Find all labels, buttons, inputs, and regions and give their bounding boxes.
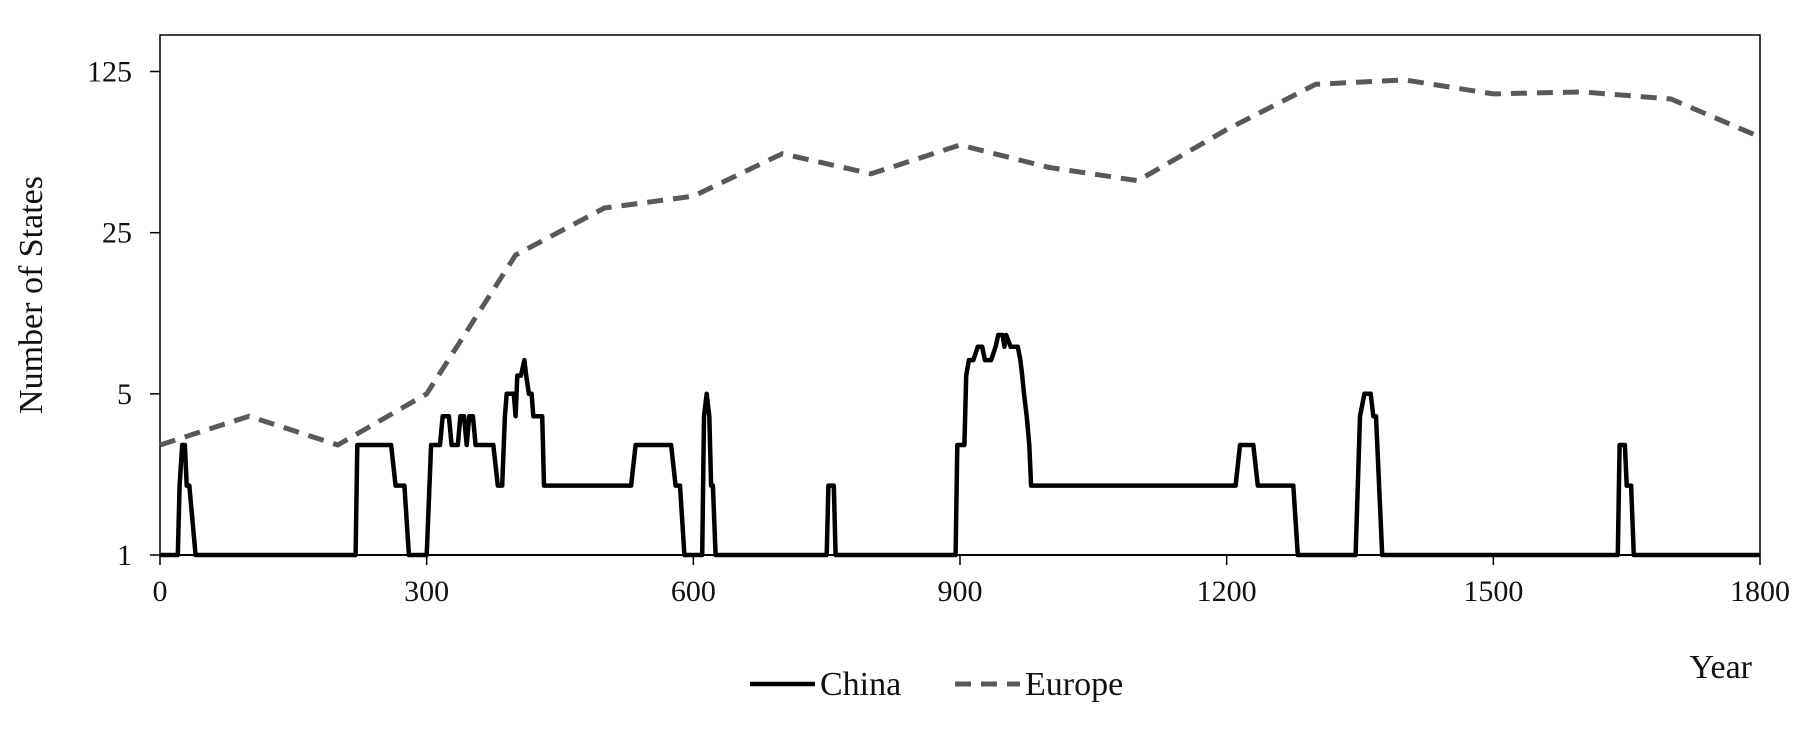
x-axis-ticks: 0 300 600 900 1200 1500 1800: [153, 555, 1790, 608]
y-tick-label: 125: [87, 56, 132, 89]
x-tick-label: 1500: [1463, 575, 1523, 608]
y-axis-ticks: 1 5 25 125: [87, 56, 160, 572]
series-line-china: [160, 332, 1760, 558]
x-tick-label: 0: [153, 575, 168, 608]
series-line-europe: [159, 77, 1761, 448]
x-tick-label: 900: [938, 575, 983, 608]
legend-label-europe: Europe: [1025, 666, 1123, 703]
series-layer: [159, 77, 1761, 558]
y-tick-label: 25: [102, 217, 132, 250]
y-tick-label: 1: [117, 539, 132, 572]
x-axis-title: Year: [1689, 649, 1752, 686]
y-axis-title: Number of States: [13, 176, 50, 414]
x-tick-label: 600: [671, 575, 716, 608]
legend-label-china: China: [820, 666, 901, 703]
legend: China Europe: [750, 666, 1123, 703]
x-tick-label: 300: [404, 575, 449, 608]
y-tick-label: 5: [117, 378, 132, 411]
plot-area-frame: [159, 34, 1761, 556]
x-tick-label: 1200: [1197, 575, 1257, 608]
x-tick-label: 1800: [1730, 575, 1790, 608]
